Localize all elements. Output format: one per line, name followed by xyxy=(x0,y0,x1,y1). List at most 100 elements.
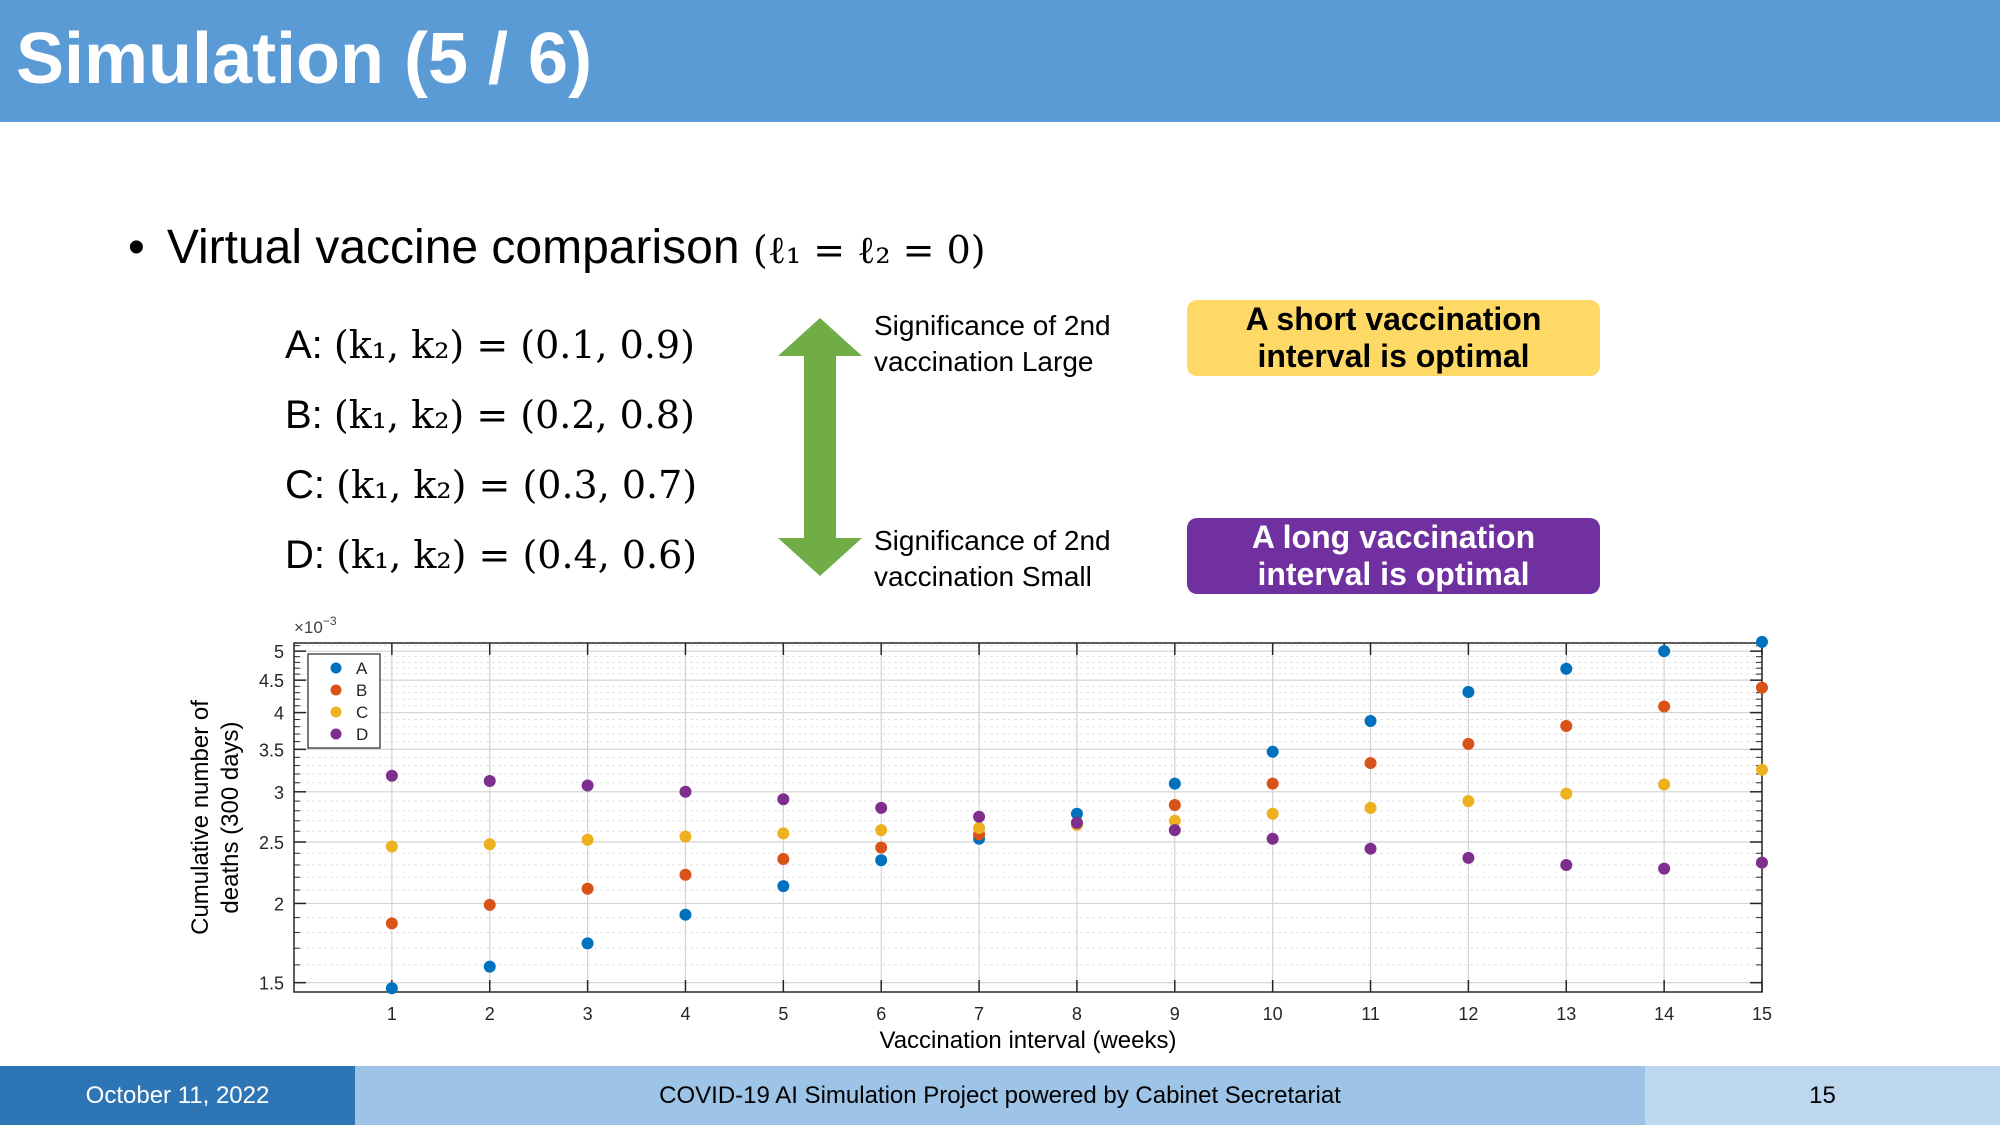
data-point-c xyxy=(777,827,790,840)
data-point-d xyxy=(1560,858,1573,871)
data-point-a xyxy=(1658,645,1671,658)
data-point-d xyxy=(679,785,692,798)
vaccine-label: B: xyxy=(285,393,323,437)
vaccine-label: D: xyxy=(285,533,325,577)
x-tick-label: 14 xyxy=(1654,1004,1674,1024)
data-point-d xyxy=(1070,816,1083,829)
data-point-b xyxy=(1266,777,1279,790)
callout-short-interval: A short vaccination interval is optimal xyxy=(1187,300,1600,376)
data-point-a xyxy=(1364,714,1377,727)
x-tick-label: 11 xyxy=(1361,1004,1380,1024)
y-multiplier-label: ×10−3 xyxy=(294,614,337,637)
vaccine-params: (k₁, k₂) = (0.3, 0.7) xyxy=(336,463,698,507)
data-point-c xyxy=(973,822,986,835)
y-axis-label-line1: Cumulative number of xyxy=(187,700,214,935)
data-point-c xyxy=(1462,795,1475,808)
data-point-d xyxy=(385,769,398,782)
bullet-text: Virtual vaccine comparison xyxy=(166,221,740,274)
vaccine-params: (k₁, k₂) = (0.1, 0.9) xyxy=(333,323,695,367)
y-tick-label: 2.5 xyxy=(259,833,284,853)
callout-long-line1: A long vaccination xyxy=(1251,519,1536,555)
y-axis-label: Cumulative number of deaths (300 days) xyxy=(187,700,244,935)
chart-grid xyxy=(294,643,1763,992)
legend-label-b: B xyxy=(356,681,367,700)
y-multiplier: ×10 xyxy=(294,618,323,637)
data-point-b xyxy=(1560,719,1573,732)
data-point-b xyxy=(777,853,790,866)
slide-title: Simulation (5 / 6) xyxy=(16,19,593,99)
data-point-c xyxy=(483,838,496,851)
data-point-b xyxy=(1168,798,1181,811)
significance-small-line2: vaccination Small xyxy=(874,561,1092,592)
x-tick-label: 7 xyxy=(974,1004,984,1024)
data-point-c xyxy=(385,840,398,853)
data-point-c xyxy=(1658,778,1671,791)
y-tick-label: 4.5 xyxy=(259,671,284,691)
legend-marker-d xyxy=(330,728,342,740)
y-tick-label: 4 xyxy=(274,704,284,724)
significance-large-line2: vaccination Large xyxy=(874,346,1094,377)
vaccine-params: (k₁, k₂) = (0.2, 0.8) xyxy=(333,393,695,437)
footer-page-number: 15 xyxy=(1645,1066,2000,1125)
data-point-b xyxy=(679,868,692,881)
data-point-a xyxy=(483,960,496,973)
data-point-b xyxy=(1756,681,1768,694)
x-tick-label: 5 xyxy=(778,1004,788,1024)
data-point-a xyxy=(679,908,692,921)
vaccine-row-b: B: (k₁, k₂) = (0.2, 0.8) xyxy=(285,390,695,440)
footer: October 11, 2022 COVID-19 AI Simulation … xyxy=(0,1066,2000,1125)
x-tick-label: 3 xyxy=(583,1004,593,1024)
data-point-c xyxy=(1364,801,1377,814)
significance-large: Significance of 2nd vaccination Large xyxy=(874,308,1111,380)
data-point-b xyxy=(1462,737,1475,750)
title-bar: Simulation (5 / 6) xyxy=(0,0,2000,122)
legend-label-d: D xyxy=(356,725,368,744)
data-point-c xyxy=(679,830,692,843)
legend-marker-b xyxy=(330,684,342,696)
data-point-d xyxy=(1756,856,1768,869)
chart-points xyxy=(385,635,1768,995)
significance-small-line1: Significance of 2nd xyxy=(874,525,1111,556)
data-point-d xyxy=(483,775,496,788)
data-point-a xyxy=(581,937,594,950)
data-point-a xyxy=(1070,807,1083,820)
data-point-d xyxy=(1168,824,1181,837)
data-point-d xyxy=(973,810,986,823)
legend-label-a: A xyxy=(356,659,368,678)
data-point-b xyxy=(483,898,496,911)
data-point-d xyxy=(1266,832,1279,845)
data-point-a xyxy=(385,982,398,995)
data-point-d xyxy=(581,779,594,792)
data-point-b xyxy=(385,917,398,930)
data-point-a xyxy=(1462,686,1475,699)
callout-long-line2: interval is optimal xyxy=(1257,556,1530,592)
significance-small: Significance of 2nd vaccination Small xyxy=(874,523,1111,595)
data-point-c xyxy=(581,833,594,846)
data-point-d xyxy=(875,801,888,814)
x-tick-label: 13 xyxy=(1556,1004,1576,1024)
data-point-c xyxy=(1168,814,1181,827)
x-tick-label: 9 xyxy=(1170,1004,1180,1024)
vaccine-row-d: D: (k₁, k₂) = (0.4, 0.6) xyxy=(285,530,697,580)
vaccine-label: A: xyxy=(285,323,323,367)
y-tick-label: 1.5 xyxy=(259,974,284,994)
data-point-c xyxy=(1560,787,1573,800)
bullet-math: (ℓ₁ = ℓ₂ = 0) xyxy=(752,228,986,272)
x-tick-label: 15 xyxy=(1752,1004,1772,1024)
data-point-c xyxy=(1756,763,1768,776)
data-point-d xyxy=(1462,851,1475,864)
data-point-b xyxy=(1658,700,1671,713)
x-tick-label: 8 xyxy=(1072,1004,1082,1024)
bullet-dot: • xyxy=(128,221,145,274)
x-tick-label: 1 xyxy=(387,1004,397,1024)
data-point-d xyxy=(1658,862,1671,875)
data-point-a xyxy=(1560,662,1573,675)
significance-large-line1: Significance of 2nd xyxy=(874,310,1111,341)
y-tick-label: 5 xyxy=(274,642,284,662)
x-tick-label: 10 xyxy=(1263,1004,1283,1024)
data-point-b xyxy=(1364,757,1377,770)
bullet-virtual-vaccine: • Virtual vaccine comparison (ℓ₁ = ℓ₂ = 0… xyxy=(128,218,986,280)
data-point-a xyxy=(777,880,790,893)
